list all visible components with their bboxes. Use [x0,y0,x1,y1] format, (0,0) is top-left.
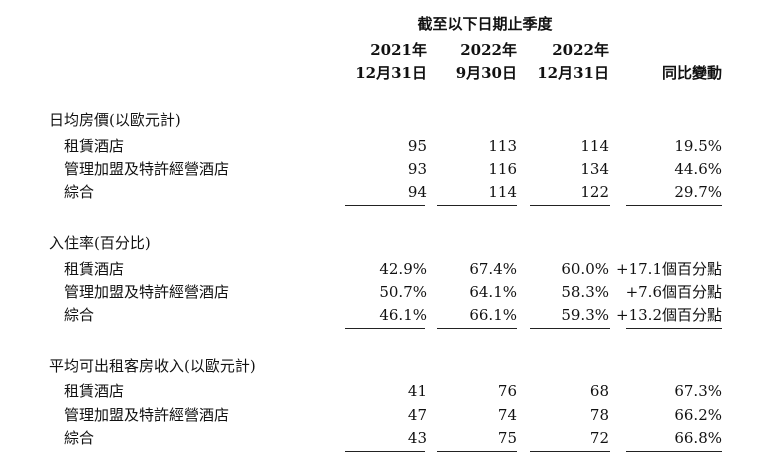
underline-rule [345,205,425,206]
cell-value: 50.7% [379,283,427,301]
cell-value: 114 [580,137,609,155]
cell-change: +13.2個百分點 [616,306,722,324]
underline-rule [530,451,610,452]
cell-value: 60.0% [561,260,609,278]
row-label: 租賃酒店 [64,137,125,155]
cell-value: 94 [407,183,427,201]
col1-year: 2021年 [370,41,427,59]
col3-date: 12月31日 [537,64,609,82]
cell-value: 95 [407,137,427,155]
section-title-occupancy: 入住率(百分比) [49,234,151,252]
cell-change: 44.6% [674,160,722,178]
underline-rule [437,451,517,452]
section-title-adr: 日均房價(以歐元計) [49,111,181,129]
row-label: 綜合 [64,429,95,447]
cell-value: 43 [407,429,427,447]
row-label: 綜合 [64,183,95,201]
cell-value: 113 [488,137,517,155]
cell-change: 67.3% [674,382,722,400]
cell-value: 76 [497,382,517,400]
cell-value: 78 [589,406,609,424]
row-label: 管理加盟及特許經營酒店 [64,160,230,178]
underline-rule [626,328,722,329]
cell-change: 66.2% [674,406,722,424]
cell-value: 134 [580,160,609,178]
cell-value: 41 [407,382,427,400]
underline-rule [437,205,517,206]
row-label: 租賃酒店 [64,260,125,278]
row-label: 管理加盟及特許經營酒店 [64,406,230,424]
cell-value: 66.1% [469,306,517,324]
row-label: 綜合 [64,306,95,324]
cell-change: 19.5% [674,137,722,155]
underline-rule [530,205,610,206]
cell-value: 122 [580,183,609,201]
cell-value: 46.1% [379,306,427,324]
underline-rule [626,451,722,452]
cell-value: 64.1% [469,283,517,301]
cell-value: 42.9% [379,260,427,278]
underline-rule [626,205,722,206]
cell-value: 74 [497,406,517,424]
section-title-revpar: 平均可出租客房收入(以歐元計) [49,357,256,375]
cell-value: 75 [497,429,517,447]
cell-value: 72 [589,429,609,447]
col2-year: 2022年 [460,41,517,59]
cell-value: 59.3% [561,306,609,324]
underline-rule [345,328,425,329]
underline-rule [437,328,517,329]
col3-year: 2022年 [552,41,609,59]
underline-rule [530,328,610,329]
cell-value: 93 [407,160,427,178]
col2-date: 9月30日 [455,64,517,82]
cell-change: 29.7% [674,183,722,201]
cell-change: 66.8% [674,429,722,447]
cell-change: +7.6個百分點 [625,283,722,301]
cell-value: 67.4% [469,260,517,278]
col1-date: 12月31日 [355,64,427,82]
row-label: 租賃酒店 [64,382,125,400]
row-label: 管理加盟及特許經營酒店 [64,283,230,301]
cell-value: 114 [488,183,517,201]
change-header: 同比變動 [661,64,722,82]
cell-change: +17.1個百分點 [616,260,722,278]
period-caption: 截至以下日期止季度 [417,15,553,33]
cell-value: 116 [488,160,517,178]
cell-value: 68 [589,382,609,400]
cell-value: 47 [407,406,427,424]
cell-value: 58.3% [561,283,609,301]
underline-rule [345,451,425,452]
